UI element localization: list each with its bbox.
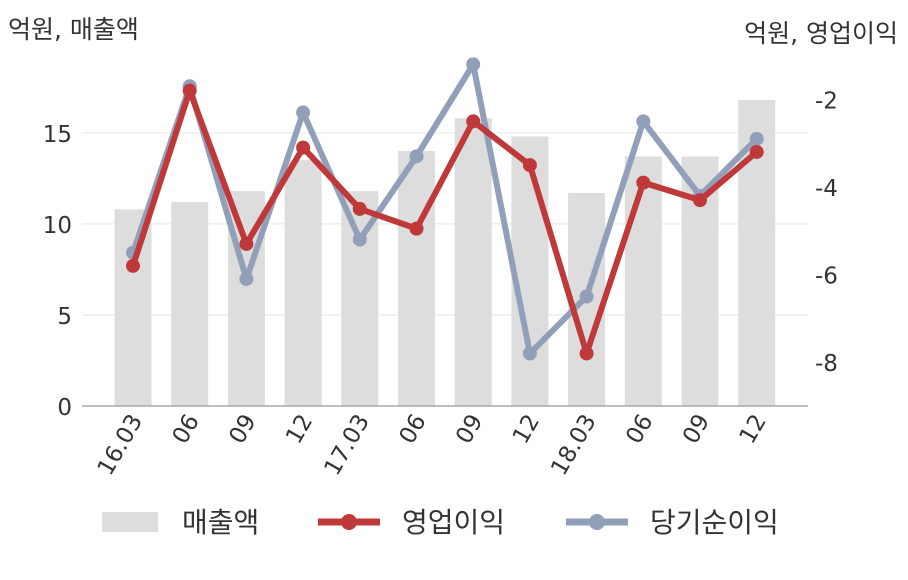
x-tick-label: 12 bbox=[281, 410, 318, 448]
x-tick-label: 12 bbox=[508, 410, 545, 448]
legend-label: 영업이익 bbox=[402, 506, 505, 539]
legend: 매출액 영업이익 당기순이익 bbox=[102, 506, 779, 539]
data-point bbox=[409, 149, 424, 164]
data-point bbox=[522, 346, 537, 361]
data-point bbox=[466, 114, 481, 129]
right-tick-label: -6 bbox=[815, 264, 838, 290]
left-axis-title: 억원, 매출액 bbox=[8, 15, 139, 44]
right-tick-label: -8 bbox=[815, 351, 838, 377]
left-tick-label: 0 bbox=[57, 395, 72, 421]
data-point bbox=[352, 201, 367, 216]
data-point bbox=[693, 193, 707, 208]
bar bbox=[114, 209, 152, 406]
legend-marker bbox=[341, 514, 357, 530]
right-axis-title: 억원, 영업이익 bbox=[744, 19, 898, 48]
right-tick-label: -2 bbox=[815, 88, 838, 114]
bar bbox=[171, 202, 209, 406]
x-tick-label: 06 bbox=[395, 410, 432, 448]
legend-label: 당기순이익 bbox=[650, 506, 779, 539]
data-point bbox=[352, 232, 367, 247]
data-point bbox=[296, 105, 311, 120]
legend-marker bbox=[589, 514, 605, 530]
data-point bbox=[636, 114, 651, 129]
series-line bbox=[130, 87, 760, 357]
data-point bbox=[182, 83, 197, 98]
bar bbox=[341, 191, 379, 406]
x-tick-label: 06 bbox=[168, 410, 205, 448]
data-point bbox=[579, 346, 594, 361]
line-series bbox=[126, 57, 764, 361]
x-tick-label: 17.03 bbox=[320, 410, 375, 480]
bar bbox=[284, 160, 322, 406]
bar bbox=[511, 136, 549, 407]
data-point bbox=[749, 131, 764, 146]
data-point bbox=[749, 144, 764, 159]
data-point bbox=[409, 221, 424, 236]
bar-series bbox=[114, 100, 776, 407]
data-point bbox=[126, 258, 140, 273]
data-point bbox=[522, 158, 537, 173]
data-point bbox=[636, 175, 651, 190]
bar bbox=[624, 156, 662, 406]
x-tick-label: 06 bbox=[621, 410, 658, 448]
data-point bbox=[579, 289, 594, 304]
x-tick-label: 09 bbox=[678, 410, 715, 448]
left-tick-label: 10 bbox=[43, 213, 72, 239]
data-point bbox=[239, 236, 254, 251]
left-tick-label: 15 bbox=[43, 122, 72, 148]
left-tick-label: 5 bbox=[57, 304, 72, 330]
bar bbox=[454, 118, 492, 406]
x-tick-label: 16.03 bbox=[93, 410, 148, 480]
x-tick-label: 09 bbox=[224, 410, 261, 448]
data-point bbox=[296, 140, 311, 155]
series-line bbox=[130, 61, 760, 357]
data-point bbox=[466, 57, 481, 72]
x-tick-label: 12 bbox=[735, 410, 772, 448]
legend-swatch bbox=[102, 512, 158, 532]
bar bbox=[398, 151, 435, 406]
x-tick-label: 09 bbox=[451, 410, 488, 448]
right-tick-label: -4 bbox=[815, 176, 838, 202]
x-tick-label: 18.03 bbox=[546, 410, 601, 480]
legend-label: 매출액 bbox=[182, 506, 259, 539]
data-point bbox=[239, 271, 254, 286]
